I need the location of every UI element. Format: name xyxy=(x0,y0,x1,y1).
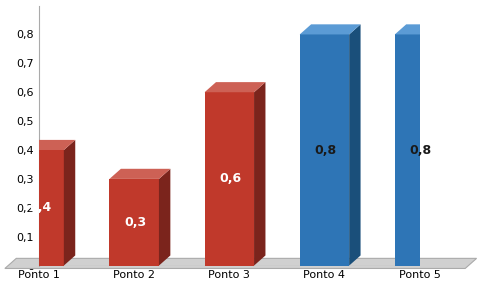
Text: 0,6: 0,6 xyxy=(219,172,241,185)
Polygon shape xyxy=(394,34,444,266)
Polygon shape xyxy=(204,92,253,266)
Polygon shape xyxy=(299,34,348,266)
Polygon shape xyxy=(14,150,64,266)
Polygon shape xyxy=(109,179,158,266)
Text: 0,4: 0,4 xyxy=(29,201,51,214)
Polygon shape xyxy=(348,24,360,266)
Polygon shape xyxy=(444,24,455,266)
Polygon shape xyxy=(299,24,360,34)
Polygon shape xyxy=(109,169,170,179)
Polygon shape xyxy=(253,82,265,266)
Polygon shape xyxy=(158,169,170,266)
Polygon shape xyxy=(394,24,455,34)
Text: 0,8: 0,8 xyxy=(314,144,336,156)
Text: 0,3: 0,3 xyxy=(124,216,146,229)
Polygon shape xyxy=(14,140,75,150)
Polygon shape xyxy=(64,140,75,266)
Polygon shape xyxy=(204,82,265,92)
Text: 0,8: 0,8 xyxy=(409,144,431,156)
Polygon shape xyxy=(5,258,476,269)
